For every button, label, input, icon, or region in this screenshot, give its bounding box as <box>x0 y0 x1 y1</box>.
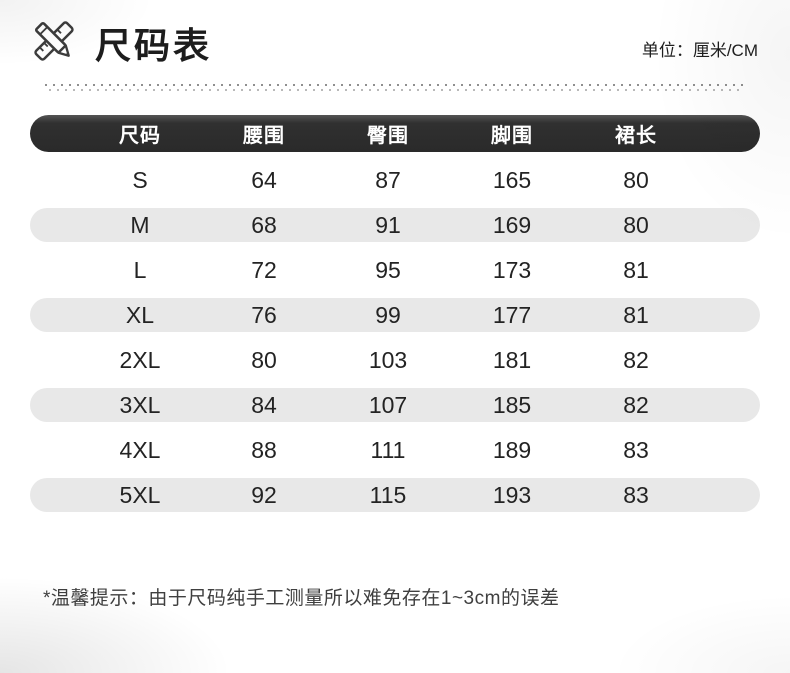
table-cell: 107 <box>368 391 408 418</box>
table-row-m: M 68 91 169 80 <box>30 208 760 242</box>
table-cell: 91 <box>375 211 401 238</box>
table-header-row: 尺码 腰围 臀围 脚围 裙长 <box>30 115 760 152</box>
table-cell: 68 <box>251 211 277 238</box>
table-cell: 4XL <box>119 436 161 463</box>
table-row-l: L 72 95 173 81 <box>30 253 760 287</box>
table-cell: 99 <box>375 301 401 328</box>
table-cell: XL <box>125 301 155 328</box>
table-cell: 83 <box>623 481 649 508</box>
table-cell: 165 <box>492 166 532 193</box>
table-cell: 82 <box>623 391 649 418</box>
measurement-disclaimer-note: *温馨提示：由于尺码纯手工测量所以难免存在1~3cm的误差 <box>43 588 560 609</box>
table-cell: S <box>132 166 148 193</box>
table-cell: 2XL <box>119 346 161 373</box>
size-table: 尺码 腰围 臀围 脚围 裙长 S 64 87 165 80 M 68 91 16… <box>30 115 760 512</box>
table-row-5xl: 5XL 92 115 193 83 <box>30 478 760 512</box>
table-cell: 80 <box>623 166 649 193</box>
table-cell: 83 <box>623 436 649 463</box>
table-row-4xl: 4XL 88 111 189 83 <box>30 433 760 467</box>
table-cell: 95 <box>375 256 401 283</box>
table-cell: 64 <box>251 166 277 193</box>
ruler-pencil-icon <box>34 21 74 61</box>
table-row-s: S 64 87 165 80 <box>30 163 760 197</box>
table-cell: 5XL <box>119 481 161 508</box>
table-row-xl: XL 76 99 177 81 <box>30 298 760 332</box>
table-cell: 185 <box>492 391 532 418</box>
table-cell: M <box>130 211 150 238</box>
table-row-2xl: 2XL 80 103 181 82 <box>30 343 760 377</box>
table-cell: 177 <box>492 301 532 328</box>
column-header-size: 尺码 <box>119 125 161 147</box>
column-header-hip: 臀围 <box>367 125 409 147</box>
table-cell: 80 <box>623 211 649 238</box>
table-cell: 88 <box>251 436 277 463</box>
stitched-divider-line <box>45 84 745 92</box>
table-cell: 181 <box>492 346 532 373</box>
table-cell: 84 <box>251 391 277 418</box>
table-row-3xl: 3XL 84 107 185 82 <box>30 388 760 422</box>
table-cell: 76 <box>251 301 277 328</box>
table-cell: 115 <box>369 481 407 508</box>
table-cell: 87 <box>375 166 401 193</box>
table-cell: 92 <box>251 481 277 508</box>
table-cell: 111 <box>370 436 406 463</box>
table-cell: L <box>133 256 147 283</box>
column-header-hem: 脚围 <box>491 125 533 147</box>
table-cell: 81 <box>623 301 649 328</box>
table-cell: 81 <box>623 256 649 283</box>
table-cell: 80 <box>251 346 277 373</box>
unit-label: 单位：厘米/CM <box>641 41 758 60</box>
column-header-length: 裙长 <box>615 125 657 147</box>
table-cell: 3XL <box>119 391 161 418</box>
table-cell: 103 <box>368 346 408 373</box>
page-title: 尺码表 <box>95 25 213 66</box>
column-header-waist: 腰围 <box>243 125 285 147</box>
table-cell: 82 <box>623 346 649 373</box>
table-cell: 189 <box>492 436 532 463</box>
table-cell: 193 <box>492 481 532 508</box>
table-cell: 169 <box>492 211 532 238</box>
table-cell: 173 <box>492 256 532 283</box>
table-cell: 72 <box>251 256 277 283</box>
